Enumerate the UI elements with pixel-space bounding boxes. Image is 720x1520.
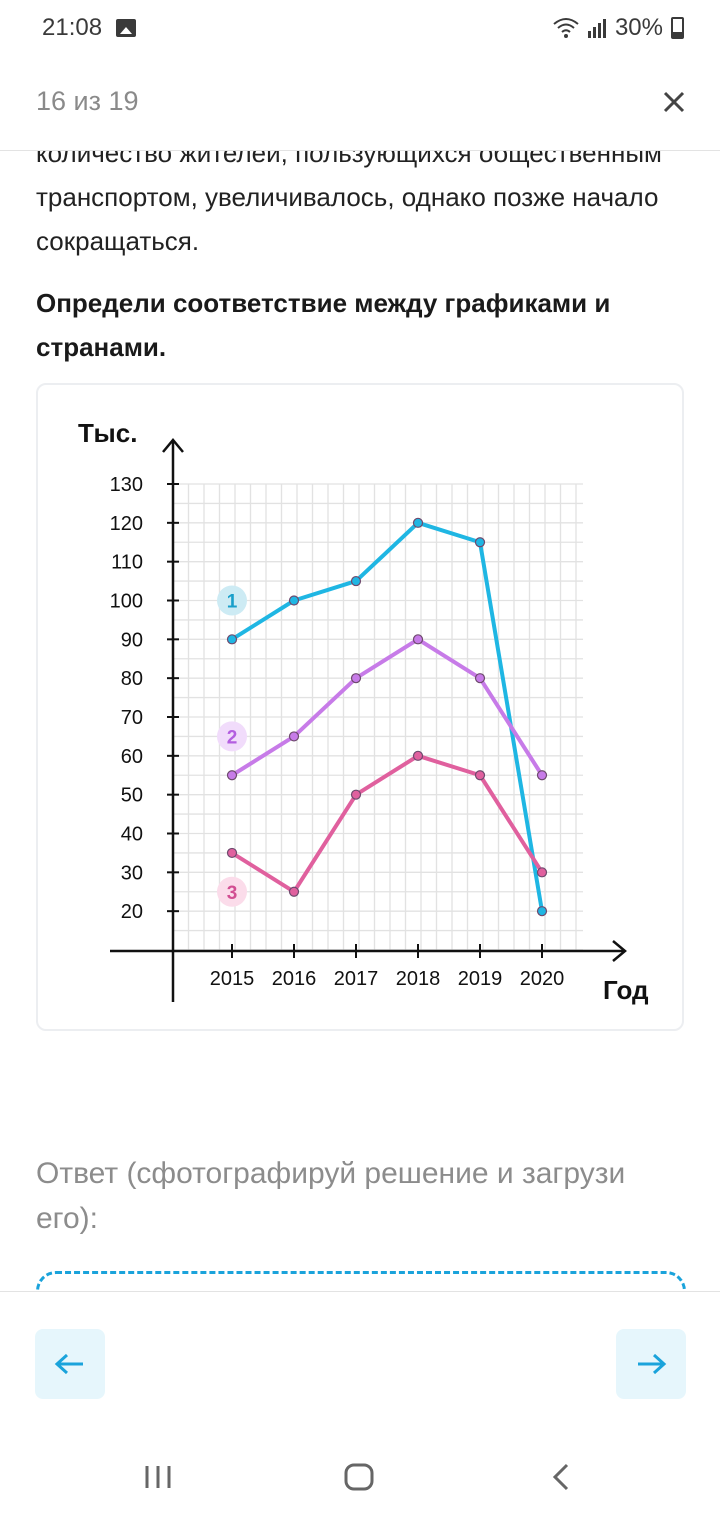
y-tick-label: 110	[111, 552, 143, 574]
y-tick-label: 90	[121, 629, 143, 651]
question-content[interactable]: количество жителей, пользующихся обществ…	[0, 151, 720, 1291]
series-1-badge	[217, 585, 247, 616]
series-2-point	[474, 673, 486, 684]
series-2-line	[230, 637, 544, 777]
home-icon	[344, 1463, 374, 1491]
arrow-right-icon	[638, 1353, 667, 1375]
x-axis-label: Год	[603, 975, 649, 1005]
battery-percent: 30%	[614, 14, 663, 41]
series-1-point	[288, 595, 300, 606]
clock: 21:08	[42, 14, 103, 41]
y-tick-label: 20	[121, 901, 143, 923]
recents-button[interactable]	[128, 1460, 188, 1494]
answer-label: Ответ (сфотографируй решение и загрузи е…	[36, 1157, 626, 1235]
series-1-point	[474, 537, 486, 548]
question-paragraph: количество жителей, пользующихся обществ…	[36, 151, 662, 256]
wifi-icon	[553, 18, 579, 38]
series-2-point	[350, 673, 362, 684]
line-chart: Тыс. Год 1301201101009080706050403020201…	[78, 418, 649, 1005]
y-axis-arrow	[162, 438, 184, 453]
y-tick-label: 60	[121, 746, 143, 768]
x-tick-label: 2019	[458, 968, 503, 990]
x-tick-label: 2020	[520, 968, 565, 990]
series-3-point	[474, 770, 486, 781]
task-header: 16 из 19	[0, 56, 720, 151]
next-button[interactable]	[616, 1329, 686, 1399]
y-tick-label: 130	[110, 474, 143, 496]
y-tick-label: 100	[110, 591, 143, 613]
previous-button[interactable]	[35, 1329, 105, 1399]
x-tick-label: 2015	[210, 968, 255, 990]
series-3-point	[412, 750, 424, 761]
series-3-point	[536, 867, 548, 878]
signal-icon	[587, 19, 606, 38]
series-2-point	[536, 770, 548, 781]
series-1-badge-label: 1	[227, 592, 238, 613]
y-tick-label: 80	[121, 668, 143, 690]
arrow-left-icon	[54, 1353, 83, 1375]
series-3-badge-label: 3	[227, 883, 238, 904]
series-3-line	[230, 753, 544, 894]
series-2-point	[412, 634, 424, 645]
y-tick-label: 50	[121, 785, 143, 807]
series-1-line	[230, 520, 544, 912]
series-2-point	[288, 731, 300, 742]
battery-icon	[671, 17, 684, 39]
recents-icon	[145, 1466, 171, 1488]
y-tick-label: 120	[110, 513, 143, 535]
x-tick-label: 2017	[334, 968, 379, 990]
question-counter: 16 из 19	[36, 86, 139, 116]
y-tick-label: 70	[121, 707, 143, 729]
status-right: 30%	[553, 14, 684, 42]
back-button[interactable]	[531, 1460, 591, 1494]
x-axis-arrow	[612, 940, 627, 962]
series-3-badge	[217, 876, 247, 907]
bottom-navigation	[0, 1291, 720, 1412]
series-2-badge	[217, 721, 247, 752]
close-icon	[663, 91, 685, 113]
y-tick-label: 30	[121, 862, 143, 884]
series-2-point	[226, 770, 238, 781]
series-1-point	[536, 906, 548, 917]
y-tick-label: 40	[121, 824, 143, 846]
series-3-point	[350, 789, 362, 800]
x-tick-label: 2018	[396, 968, 441, 990]
series-1-point	[350, 575, 362, 587]
series-1-point	[412, 517, 424, 528]
series-2-badge-label: 2	[227, 727, 238, 748]
series-1-point	[226, 634, 238, 645]
close-button[interactable]	[654, 82, 694, 122]
status-bar: 21:08 30%	[0, 0, 720, 56]
series-3-point	[288, 886, 300, 897]
system-navigation-bar	[0, 1430, 720, 1520]
series-3-point	[226, 847, 238, 859]
gallery-icon	[116, 19, 137, 37]
chart-card: Тыс. Год 130 120 110 100 90 80 70 60 50 40 30 20 201…	[36, 383, 684, 1031]
home-button[interactable]	[329, 1460, 389, 1494]
status-left: 21:08	[42, 14, 137, 42]
task-instruction: Определи соответствие между графиками и …	[36, 288, 611, 362]
photo-upload-area[interactable]	[36, 1271, 686, 1291]
back-icon	[552, 1463, 569, 1491]
x-tick-label: 2016	[272, 968, 317, 990]
y-axis-label: Тыс.	[78, 418, 137, 448]
